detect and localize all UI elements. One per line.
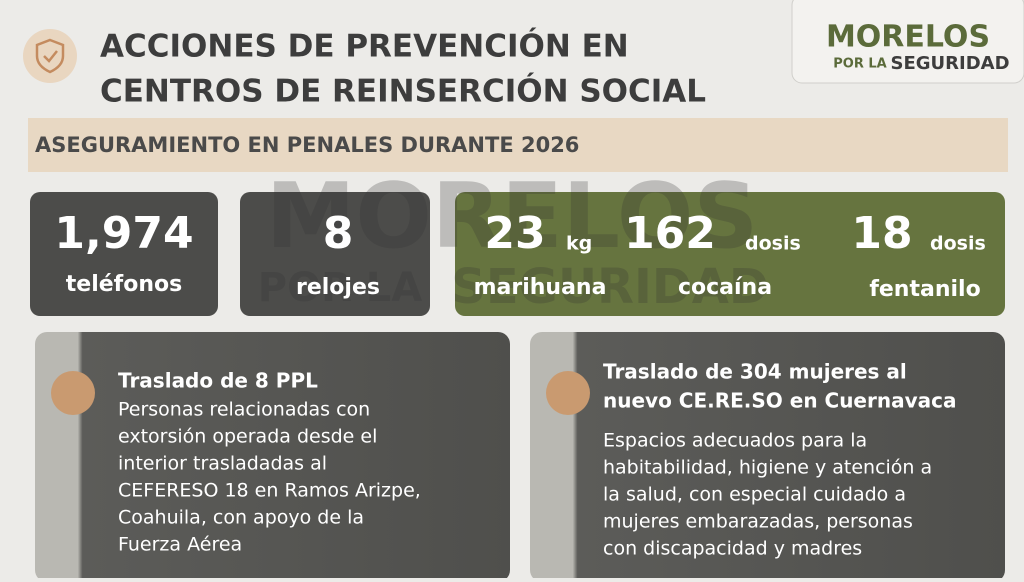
stat-label: teléfonos <box>66 272 182 297</box>
card <box>35 332 510 582</box>
banner <box>28 118 1008 172</box>
card-title: Traslado de 304 mujeres al <box>603 360 907 384</box>
stat-value: 8 <box>323 208 354 259</box>
stat-value: 1,974 <box>54 208 193 259</box>
banner-text: ASEGURAMIENTO EN PENALES DURANTE 2026 <box>35 133 579 157</box>
card-body: la salud, con especial cuidado a <box>603 484 906 506</box>
stat-label: marihuana <box>474 275 607 300</box>
stat-label: fentanilo <box>869 277 980 302</box>
bus-icon <box>546 371 590 415</box>
card-body: con discapacidad y madres <box>603 538 862 560</box>
stat-unit: dosis <box>930 233 986 255</box>
shield-icon <box>23 29 77 83</box>
logo-box <box>791 0 1024 84</box>
watermark: MORELOS <box>266 164 758 269</box>
title: CENTROS DE REINSERCIÓN SOCIAL <box>100 73 706 110</box>
logo: POR LA <box>833 57 886 72</box>
shield-glyph <box>35 38 65 74</box>
card-body: Espacios adecuados para la <box>603 430 867 452</box>
card-body: extorsión operada desde el <box>118 426 377 448</box>
logo: SEGURIDAD <box>890 53 1009 74</box>
stat-value: 162 <box>624 208 716 259</box>
card-body: CEFERESO 18 en Ramos Arizpe, <box>118 480 421 502</box>
card-body: interior trasladadas al <box>118 453 327 475</box>
card-title: Traslado de 8 PPL <box>118 369 318 393</box>
stat-label: cocaína <box>678 275 772 300</box>
stat-label: relojes <box>296 275 380 300</box>
card-body: Personas relacionadas con <box>118 399 370 421</box>
watermark: POR LA <box>258 265 423 311</box>
card <box>530 332 1005 582</box>
card-body: mujeres embarazadas, personas <box>603 511 913 533</box>
card-body: Coahuila, con apoyo de la <box>118 507 364 529</box>
card-title: nuevo CE.RE.SO en Cuernavaca <box>603 389 956 413</box>
card-body: habitabilidad, higiene y atención a <box>603 457 932 479</box>
watermark: SEGURIDAD <box>451 259 768 315</box>
stat-box <box>240 192 430 316</box>
card-body: Fuerza Aérea <box>118 534 242 556</box>
stat-value: 18 <box>851 208 912 259</box>
stat-unit: kg <box>566 233 592 255</box>
stat-value: 23 <box>484 208 545 259</box>
title: ACCIONES DE PREVENCIÓN EN <box>100 28 629 65</box>
bus-icon <box>51 371 95 415</box>
stat-box <box>30 192 218 316</box>
stat-unit: dosis <box>745 233 801 255</box>
logo: MORELOS <box>826 20 990 55</box>
stat-box <box>455 192 1005 316</box>
